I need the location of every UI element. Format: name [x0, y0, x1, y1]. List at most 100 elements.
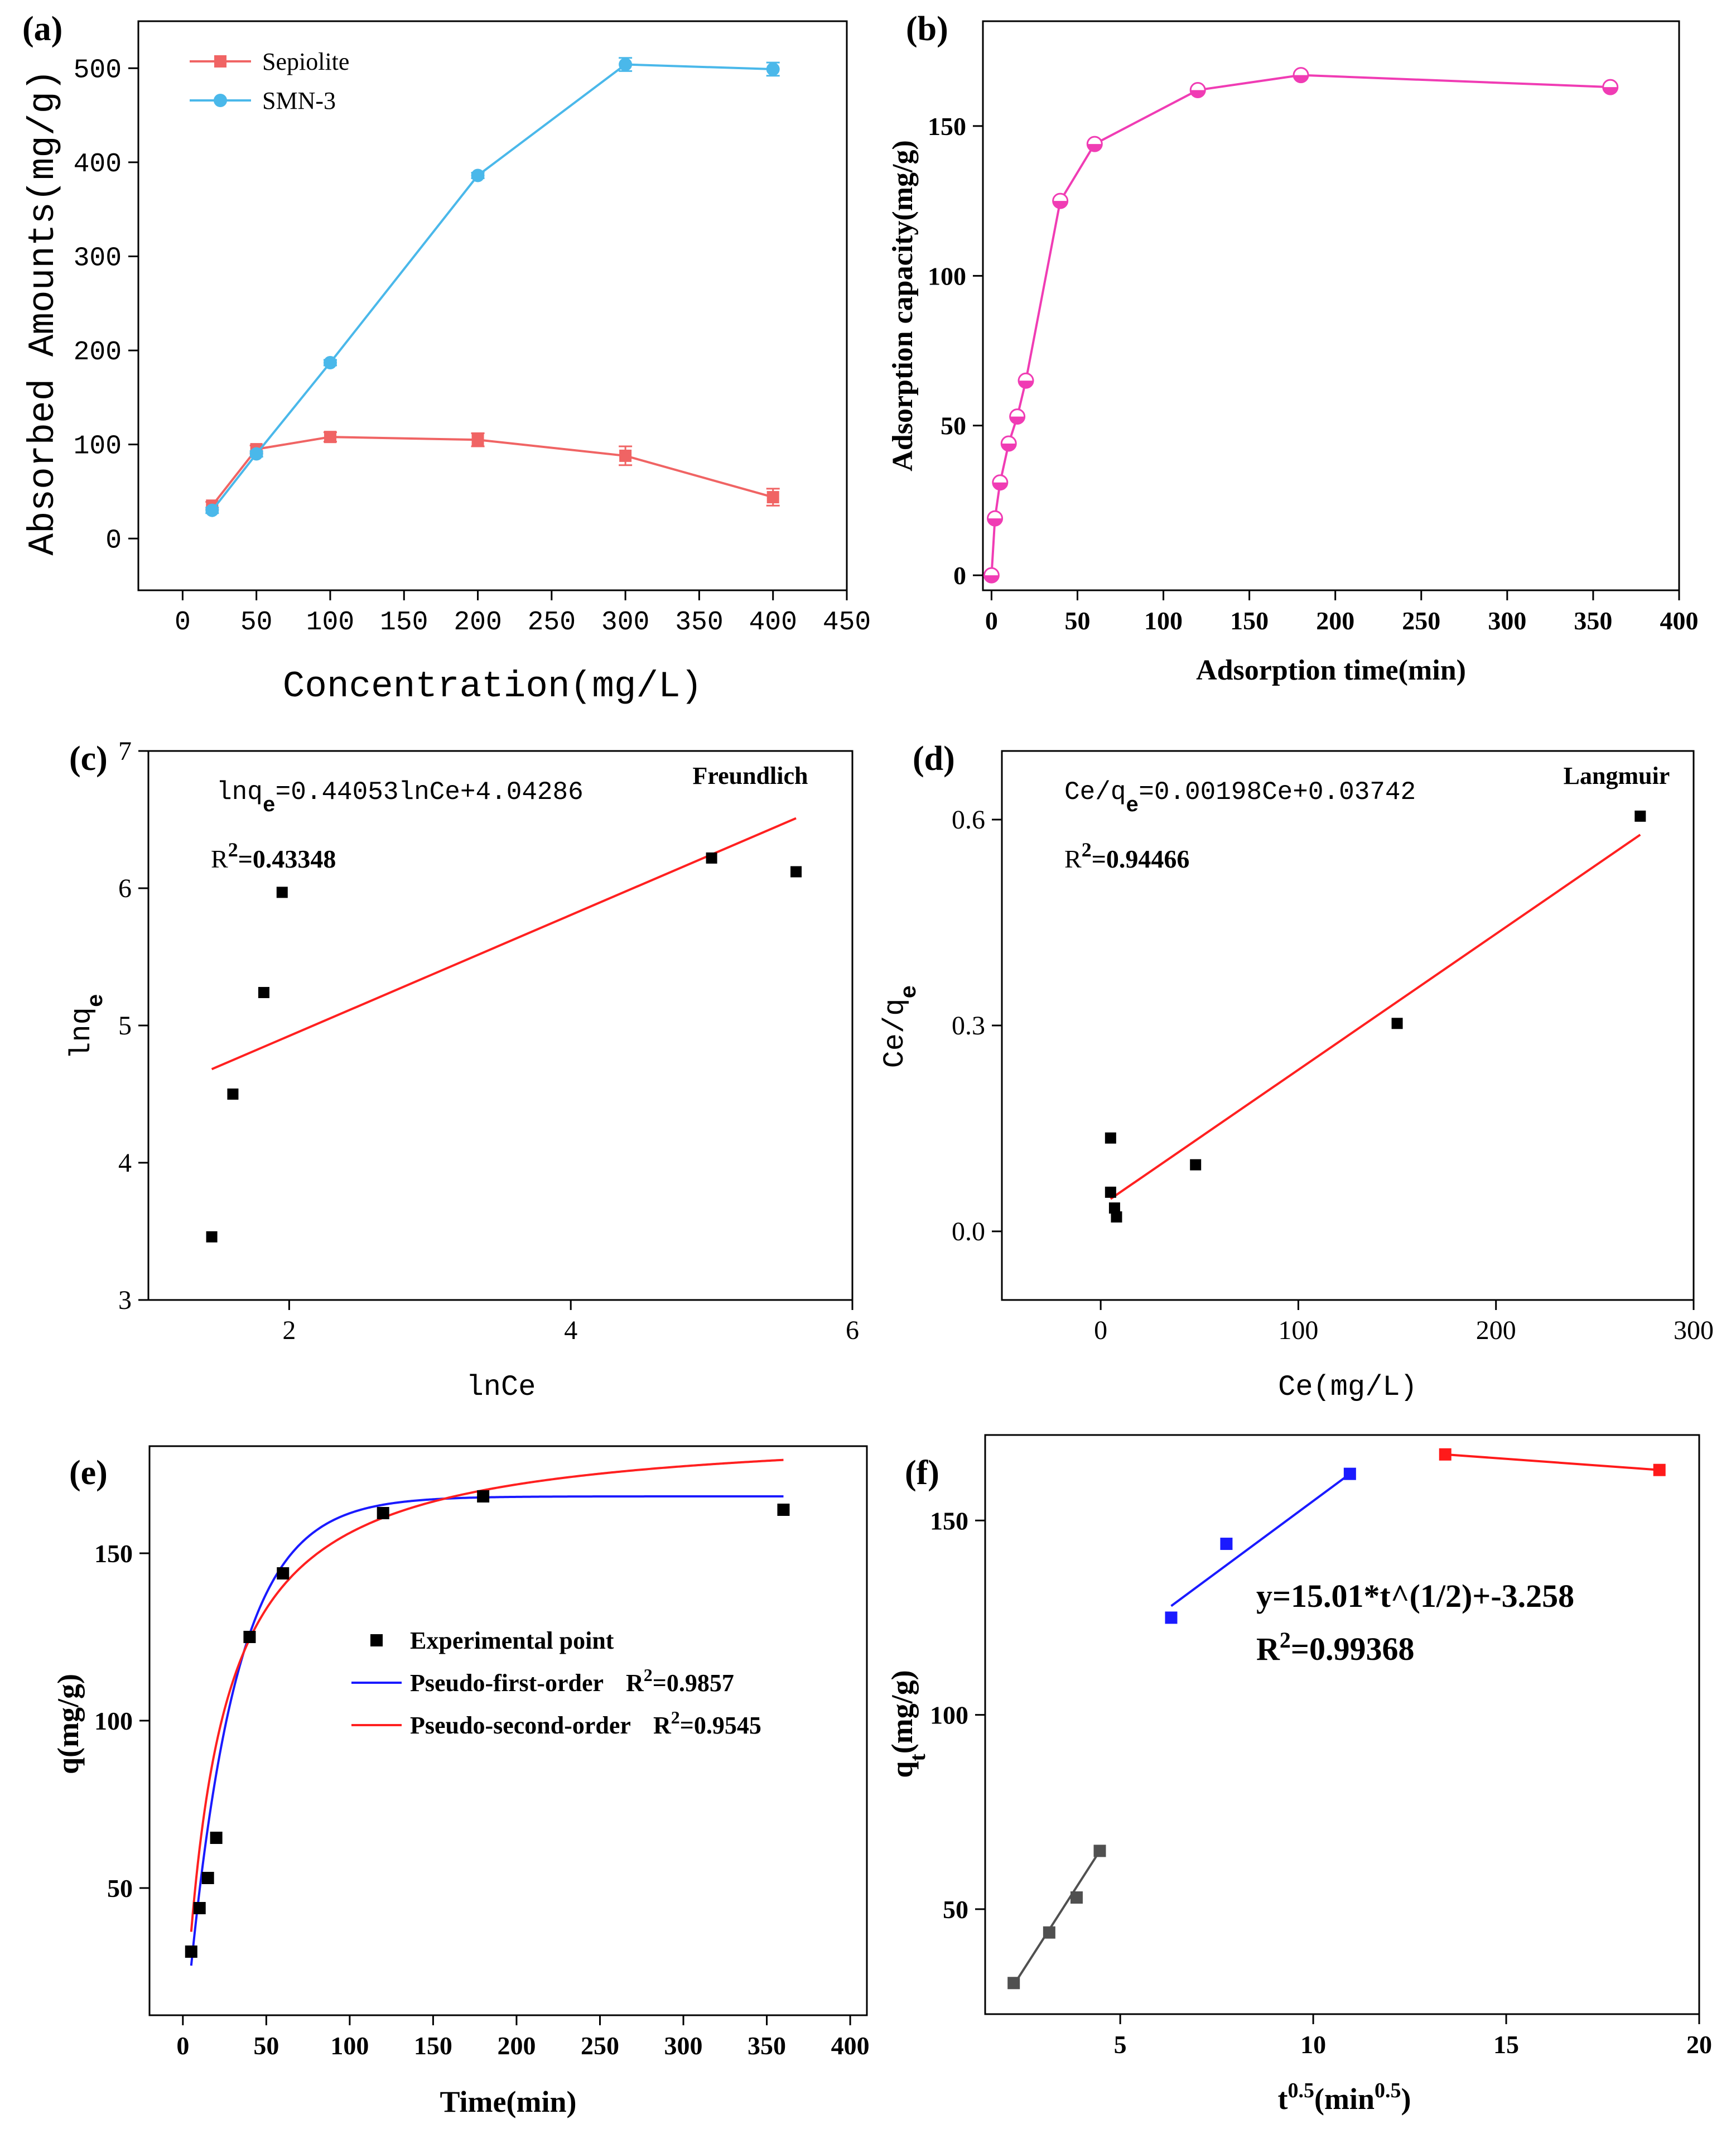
chart-e-xtick-label: 250 — [581, 2031, 619, 2060]
chart-b-point-fill — [984, 575, 999, 583]
chart-d-point — [1391, 1018, 1403, 1029]
chart-d-equation-part: =0.00198Ce+0.03742 — [1139, 778, 1416, 807]
chart-d-ytick-label: 0.3 — [952, 1011, 985, 1041]
chart-f-ylabel-part: (mg/g) — [885, 1670, 919, 1754]
chart-a-ytick-label: 300 — [74, 243, 122, 273]
chart-e-xtick-label: 100 — [330, 2031, 369, 2060]
chart-f-r2: R2=0.99368 — [1256, 1627, 1414, 1668]
chart-f-point-2 — [1653, 1463, 1666, 1476]
panel-label-b: (b) — [906, 10, 948, 48]
chart-e-point — [277, 1567, 290, 1579]
chart-d-point — [1108, 1202, 1120, 1214]
chart-b-xtick-label: 200 — [1316, 606, 1354, 635]
chart-f-equation: y=15.01*t^(1/2)+-3.258 — [1256, 1578, 1574, 1614]
chart-a-line-1 — [211, 63, 773, 511]
chart-f-point-0 — [1093, 1845, 1106, 1857]
chart-a-xtick-label: 300 — [601, 608, 649, 638]
panel-label-f: (f) — [905, 1454, 939, 1492]
chart-b-point-fill — [1010, 416, 1025, 424]
chart-d-point — [1190, 1159, 1202, 1171]
legend-e-label: Pseudo-first-order R2=0.9857 — [410, 1665, 734, 1697]
chart-a-ytick-label: 400 — [74, 150, 122, 180]
chart-e-xtick-label: 300 — [664, 2031, 703, 2060]
chart-c-ylabel-part: lnq — [65, 1007, 98, 1060]
chart-d-equation-part: Ce/q — [1064, 778, 1126, 807]
chart-c-equation: lnqe=0.44053lnCe+4.04286 — [216, 778, 584, 818]
chart-d-model-label: Langmuir — [1564, 762, 1670, 789]
chart-f-ylabel-part: t — [905, 1754, 930, 1761]
legend-e-marker — [370, 1634, 383, 1646]
chart-e-point — [243, 1631, 256, 1643]
chart-b-xlabel: Adsorption time(min) — [1196, 654, 1466, 686]
chart-b-xtick-label: 300 — [1488, 606, 1526, 635]
chart-f-xtick-label: 20 — [1686, 2030, 1712, 2059]
chart-e-ytick-label: 100 — [94, 1707, 133, 1735]
chart-b-xtick-label: 50 — [1064, 606, 1090, 635]
chart-f-point-2 — [1439, 1448, 1452, 1461]
chart-f-fit-line-1 — [1170, 1473, 1351, 1607]
chart-f-ytick-label: 100 — [930, 1701, 968, 1730]
chart-c-point — [227, 1089, 239, 1100]
chart-d-ytick-label: 0.6 — [952, 805, 985, 835]
chart-a-point-smn3 — [766, 62, 780, 76]
chart-f-fit-line-2 — [1445, 1453, 1660, 1471]
chart-d-point — [1105, 1186, 1116, 1198]
chart-c-xtick-label: 4 — [564, 1316, 577, 1345]
legend-e-label-part: 2 — [671, 1707, 680, 1727]
chart-a-ylabel: Absorbed Amounts(mg/g) — [22, 69, 64, 555]
chart-b-xtick-label: 0 — [985, 606, 998, 635]
chart-c-ytick-label: 3 — [118, 1285, 132, 1315]
chart-d-equation-part: e — [1126, 794, 1139, 818]
chart-f-xlabel: t0.5(min0.5) — [1278, 2079, 1411, 2116]
chart-c-r2-part: 2 — [228, 839, 238, 861]
chart-b-ytick-label: 50 — [941, 412, 966, 440]
chart-b-xtick-label: 150 — [1230, 606, 1269, 635]
chart-a-ytick-label: 0 — [105, 526, 122, 556]
chart-c-point — [790, 866, 802, 878]
panel-label-a: (a) — [22, 10, 62, 48]
chart-b-xtick-label: 350 — [1574, 606, 1612, 635]
chart-d-fit-line — [1110, 834, 1641, 1200]
chart-a-point-sepiolite — [324, 431, 336, 444]
chart-e-ylabel: q(mg/g) — [51, 1674, 85, 1774]
chart-b-ytick-label: 0 — [953, 561, 966, 590]
chart-a-xtick-label: 50 — [240, 608, 273, 638]
chart-c-xtick-label: 2 — [282, 1316, 296, 1345]
chart-c-ytick-label: 7 — [118, 736, 132, 766]
chart-a-xtick-label: 450 — [823, 608, 871, 638]
chart-b-point-fill — [1019, 381, 1034, 388]
chart-d-xtick-label: 0 — [1094, 1316, 1107, 1345]
legend-e-label-part: Pseudo-second-order — [410, 1712, 631, 1739]
legend-a-label: SMN-3 — [262, 87, 336, 114]
chart-e-point — [201, 1872, 214, 1884]
chart-c-xtick-label: 6 — [846, 1316, 859, 1345]
legend-e-label-part: =0.9857 — [653, 1669, 734, 1697]
legend-e-label-part: =0.9545 — [680, 1712, 761, 1739]
panel-label-d: (d) — [913, 740, 955, 778]
chart-a-point-smn3 — [249, 447, 263, 461]
chart-f-r2-part: R — [1256, 1631, 1280, 1667]
chart-e-point — [185, 1945, 197, 1958]
chart-b-line — [990, 74, 1610, 576]
chart-a-xtick-label: 200 — [454, 608, 501, 638]
chart-c-point — [258, 986, 269, 998]
chart-b-point-fill — [1001, 443, 1016, 451]
chart-e-frame — [148, 1445, 868, 2016]
legend-a-label: Sepiolite — [262, 48, 349, 75]
chart-f-r2-part: 2 — [1280, 1627, 1291, 1653]
chart-a-xtick-label: 0 — [175, 608, 191, 638]
chart-c-model-label: Freundlich — [692, 762, 808, 789]
chart-f-fit-line-0 — [1012, 1850, 1101, 1986]
chart-d-ylabel: Ce/qe — [879, 985, 923, 1068]
chart-c-r2-part: =0.43348 — [238, 845, 336, 873]
chart-c-ytick-label: 4 — [118, 1148, 132, 1178]
chart-a-point-smn3 — [323, 356, 337, 369]
chart-f-point-0 — [1070, 1891, 1083, 1904]
chart-a-point-sepiolite — [766, 491, 779, 504]
chart-d-ylabel-part: e — [898, 985, 923, 999]
chart-e-ytick-label: 150 — [94, 1539, 133, 1568]
legend-e-label: Experimental point — [410, 1627, 614, 1654]
legend-e-label: Pseudo-second-order R2=0.9545 — [410, 1707, 761, 1739]
chart-d-point — [1634, 810, 1646, 822]
